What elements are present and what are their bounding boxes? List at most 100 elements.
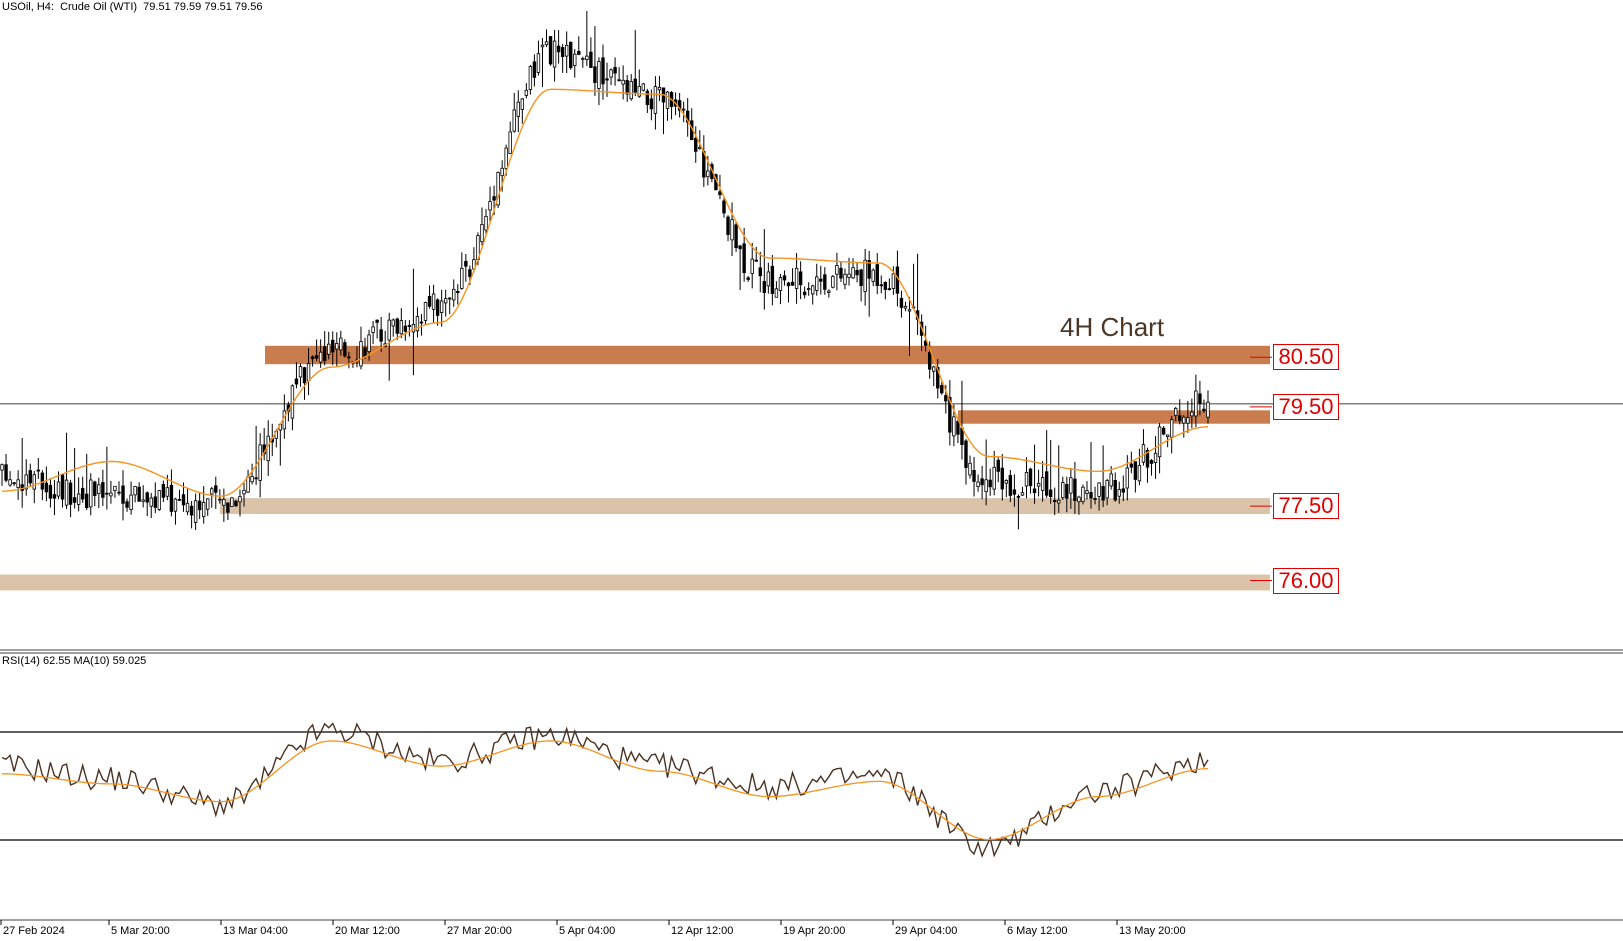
candle-body <box>339 337 343 351</box>
candle-body <box>750 258 754 274</box>
candle-body <box>492 196 496 201</box>
candle-body <box>560 47 565 57</box>
candle-body <box>972 469 976 482</box>
candle-body <box>456 291 460 294</box>
time-label: 12 Apr 12:00 <box>671 925 734 937</box>
candle-body <box>20 484 24 491</box>
candle-body <box>528 66 533 90</box>
candle-body <box>250 475 254 483</box>
candle-body <box>331 339 335 353</box>
candle-body <box>730 219 734 241</box>
candle-body <box>520 98 525 110</box>
candle-body <box>552 40 557 68</box>
candle-body <box>952 416 956 437</box>
candle-body <box>1081 486 1085 502</box>
candle-body <box>464 260 468 267</box>
candle-body <box>944 395 948 402</box>
candle-body <box>1000 467 1004 490</box>
candle-body <box>641 83 646 91</box>
candle-body <box>141 499 145 502</box>
candle-body <box>1133 461 1138 480</box>
candle-body <box>133 486 137 496</box>
candle-body <box>4 464 8 481</box>
candle-body <box>117 491 121 494</box>
candle-body <box>738 245 742 250</box>
candle-body <box>617 79 621 82</box>
candle-body <box>609 69 613 78</box>
candle-body <box>1069 477 1073 494</box>
candle-body <box>28 470 32 484</box>
candle-body <box>415 316 420 332</box>
candle-body <box>1085 490 1089 494</box>
candle-body <box>367 334 371 352</box>
candle-body <box>980 478 984 486</box>
candle-body <box>512 109 516 132</box>
time-label: 6 May 12:00 <box>1007 925 1068 937</box>
candle-body <box>72 497 77 503</box>
candle-body <box>1077 496 1081 503</box>
candle-body <box>44 482 49 493</box>
time-label: 19 Apr 20:00 <box>783 925 846 937</box>
candle-body <box>185 502 190 513</box>
candle-body <box>322 346 327 362</box>
candle-body <box>851 267 855 279</box>
candle-body <box>8 479 12 486</box>
candle-body <box>343 342 347 357</box>
candle-body <box>694 137 698 152</box>
candle-body <box>794 267 799 289</box>
time-label: 13 May 20:00 <box>1119 925 1186 937</box>
candle-body <box>657 86 662 91</box>
candle-body <box>637 85 641 97</box>
candle-body <box>1036 482 1041 487</box>
candle-body <box>359 341 363 367</box>
candle-body <box>423 302 428 321</box>
candle-body <box>80 487 85 500</box>
candle-body <box>68 482 73 505</box>
candle-body <box>1137 464 1142 482</box>
candle-body <box>302 367 307 384</box>
candle-body <box>1105 480 1109 499</box>
candle-body <box>173 498 178 512</box>
candle-body <box>835 265 839 275</box>
candle-body <box>653 86 658 114</box>
candle-body <box>242 489 246 495</box>
candle-body <box>1032 488 1037 494</box>
candle-body <box>1117 489 1121 497</box>
candle-body <box>1093 497 1097 500</box>
level-zone <box>265 345 1270 365</box>
level-label-77-50: 77.50 <box>1273 493 1339 520</box>
candle-body <box>649 98 654 110</box>
candle-body <box>706 170 710 178</box>
candle-body <box>145 492 149 503</box>
candle-body <box>12 482 16 485</box>
candle-body <box>181 494 186 506</box>
candlestick-series <box>0 10 1210 530</box>
candle-body <box>403 325 408 332</box>
candle-body <box>798 271 803 286</box>
candle-body <box>105 492 109 495</box>
candle-body <box>1073 478 1077 501</box>
candle-body <box>786 282 791 287</box>
candle-body <box>867 260 871 279</box>
candle-body <box>395 318 399 334</box>
candle-body <box>585 55 589 61</box>
candle-body <box>726 216 730 235</box>
candle-body <box>758 267 762 277</box>
candle-body <box>363 347 367 357</box>
candle-body <box>564 44 569 57</box>
candle-body <box>165 487 170 497</box>
candle-body <box>964 440 968 468</box>
candle-body <box>1198 393 1202 405</box>
candle-body <box>718 191 722 196</box>
candle-body <box>508 131 512 154</box>
candle-body <box>125 501 129 508</box>
time-label: 27 Feb 2024 <box>3 925 65 937</box>
candle-body <box>399 320 404 335</box>
candle-body <box>827 290 831 293</box>
candle-body <box>76 493 81 505</box>
candle-body <box>524 89 529 96</box>
candle-body <box>569 41 573 69</box>
candle-body <box>1004 480 1009 484</box>
candle-body <box>427 295 432 307</box>
